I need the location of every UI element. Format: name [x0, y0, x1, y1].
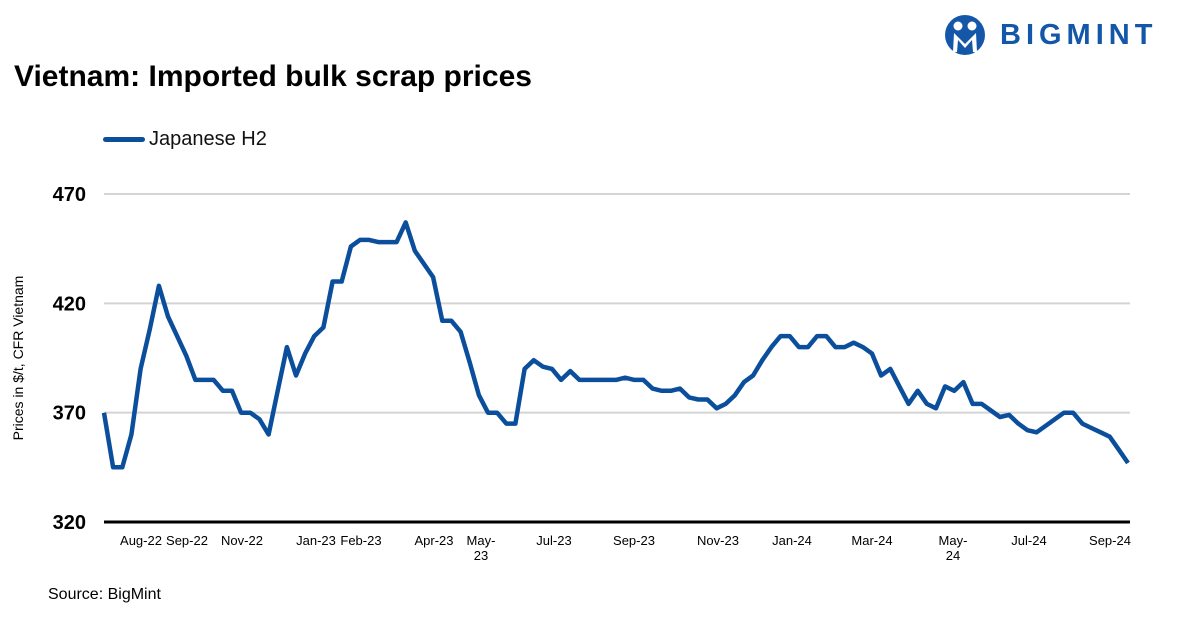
y-tick-label: 320 [53, 512, 86, 534]
x-tick-label: May- [467, 533, 496, 548]
x-tick-label: Jul-23 [536, 533, 571, 548]
x-tick-label: Sep-24 [1089, 533, 1131, 548]
x-tick-label: Nov-23 [697, 533, 739, 548]
x-tick-label: Jan-24 [772, 533, 812, 548]
x-tick-label: Aug-22 [120, 533, 162, 548]
y-axis-title: Prices in $/t, CFR Vietnam [10, 276, 26, 441]
legend-swatch [103, 137, 145, 142]
x-tick-label: Mar-24 [851, 533, 892, 548]
x-tick-label-year: 23 [474, 548, 488, 563]
x-tick-label: Feb-23 [340, 533, 381, 548]
logo-text: BIGMINT [1000, 18, 1158, 51]
x-tick-label-year: 24 [946, 548, 960, 563]
x-tick-label: Sep-22 [166, 533, 208, 548]
x-tick-label: Apr-23 [414, 533, 453, 548]
legend: Japanese H2 [103, 128, 267, 151]
x-tick-label: Sep-23 [613, 533, 655, 548]
x-tick-label: Jul-24 [1011, 533, 1046, 548]
y-tick-label: 370 [53, 403, 86, 425]
logo-icon [945, 15, 985, 55]
x-tick-label: Jan-23 [296, 533, 336, 548]
legend-label: Japanese H2 [149, 128, 267, 150]
source-note: Source: BigMint [48, 586, 161, 603]
chart-title: Vietnam: Imported bulk scrap prices [14, 60, 532, 93]
x-tick-label: May- [939, 533, 968, 548]
bigmint-logo: BIGMINT [944, 14, 1157, 56]
y-tick-label: 470 [53, 184, 86, 206]
x-tick-label: Nov-22 [221, 533, 263, 548]
series-line-japanese-h2 [101, 220, 1130, 470]
y-tick-label: 420 [53, 293, 86, 315]
